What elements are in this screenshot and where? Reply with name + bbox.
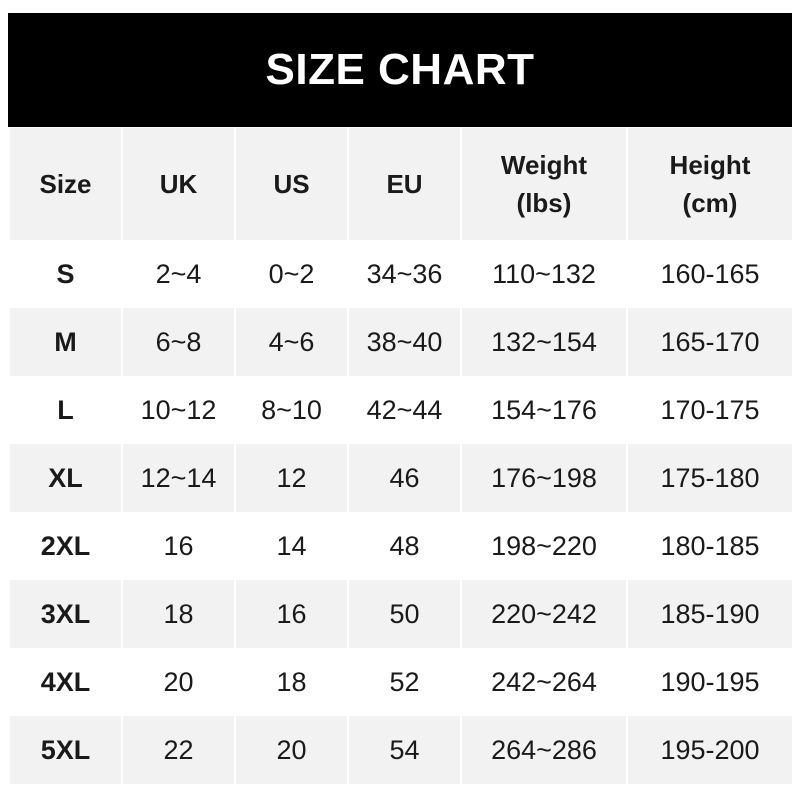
- cell-uk: 22: [121, 716, 236, 784]
- cell-uk: 6~8: [121, 308, 236, 376]
- cell-us: 4~6: [234, 308, 349, 376]
- table-row: L 10~12 8~10 42~44 154~176 170-175: [8, 376, 794, 444]
- cell-us: 20: [234, 716, 349, 784]
- header-uk: UK: [121, 128, 236, 240]
- cell-height: 185-190: [626, 580, 794, 648]
- cell-size: 2XL: [8, 512, 123, 580]
- cell-us: 0~2: [234, 240, 349, 308]
- table-row: M 6~8 4~6 38~40 132~154 165-170: [8, 308, 794, 376]
- cell-eu: 46: [347, 444, 462, 512]
- cell-us: 8~10: [234, 376, 349, 444]
- table-row: XL 12~14 12 46 176~198 175-180: [8, 444, 794, 512]
- header-weight: Weight (lbs): [460, 128, 628, 240]
- cell-weight: 242~264: [460, 648, 628, 716]
- cell-size: M: [8, 308, 123, 376]
- cell-eu: 48: [347, 512, 462, 580]
- cell-us: 16: [234, 580, 349, 648]
- size-chart-table: Size UK US EU Weight (lbs) Height (cm) S 2~…: [8, 128, 794, 784]
- cell-eu: 34~36: [347, 240, 462, 308]
- table-row: 4XL 20 18 52 242~264 190-195: [8, 648, 794, 716]
- cell-weight: 132~154: [460, 308, 628, 376]
- cell-weight: 176~198: [460, 444, 628, 512]
- cell-height: 175-180: [626, 444, 794, 512]
- table-row: 2XL 16 14 48 198~220 180-185: [8, 512, 794, 580]
- cell-height: 190-195: [626, 648, 794, 716]
- cell-weight: 154~176: [460, 376, 628, 444]
- cell-uk: 16: [121, 512, 236, 580]
- cell-uk: 12~14: [121, 444, 236, 512]
- table-row: S 2~4 0~2 34~36 110~132 160-165: [8, 240, 794, 308]
- cell-eu: 50: [347, 580, 462, 648]
- cell-height: 160-165: [626, 240, 794, 308]
- cell-weight: 110~132: [460, 240, 628, 308]
- header-row: Size UK US EU Weight (lbs) Height (cm): [8, 128, 794, 240]
- size-chart-title: SIZE CHART: [8, 13, 792, 127]
- cell-size: 3XL: [8, 580, 123, 648]
- cell-size: 4XL: [8, 648, 123, 716]
- cell-weight: 198~220: [460, 512, 628, 580]
- cell-size: XL: [8, 444, 123, 512]
- cell-us: 12: [234, 444, 349, 512]
- header-height: Height (cm): [626, 128, 794, 240]
- header-size: Size: [8, 128, 123, 240]
- cell-uk: 10~12: [121, 376, 236, 444]
- table-row: 5XL 22 20 54 264~286 195-200: [8, 716, 794, 784]
- cell-height: 170-175: [626, 376, 794, 444]
- cell-eu: 52: [347, 648, 462, 716]
- cell-uk: 2~4: [121, 240, 236, 308]
- table-row: 3XL 18 16 50 220~242 185-190: [8, 580, 794, 648]
- cell-size: L: [8, 376, 123, 444]
- cell-uk: 18: [121, 580, 236, 648]
- cell-eu: 42~44: [347, 376, 462, 444]
- cell-size: 5XL: [8, 716, 123, 784]
- cell-size: S: [8, 240, 123, 308]
- header-us: US: [234, 128, 349, 240]
- cell-weight: 264~286: [460, 716, 628, 784]
- header-eu: EU: [347, 128, 462, 240]
- cell-weight: 220~242: [460, 580, 628, 648]
- cell-height: 195-200: [626, 716, 794, 784]
- cell-us: 18: [234, 648, 349, 716]
- cell-us: 14: [234, 512, 349, 580]
- cell-height: 180-185: [626, 512, 794, 580]
- cell-uk: 20: [121, 648, 236, 716]
- cell-eu: 54: [347, 716, 462, 784]
- cell-height: 165-170: [626, 308, 794, 376]
- cell-eu: 38~40: [347, 308, 462, 376]
